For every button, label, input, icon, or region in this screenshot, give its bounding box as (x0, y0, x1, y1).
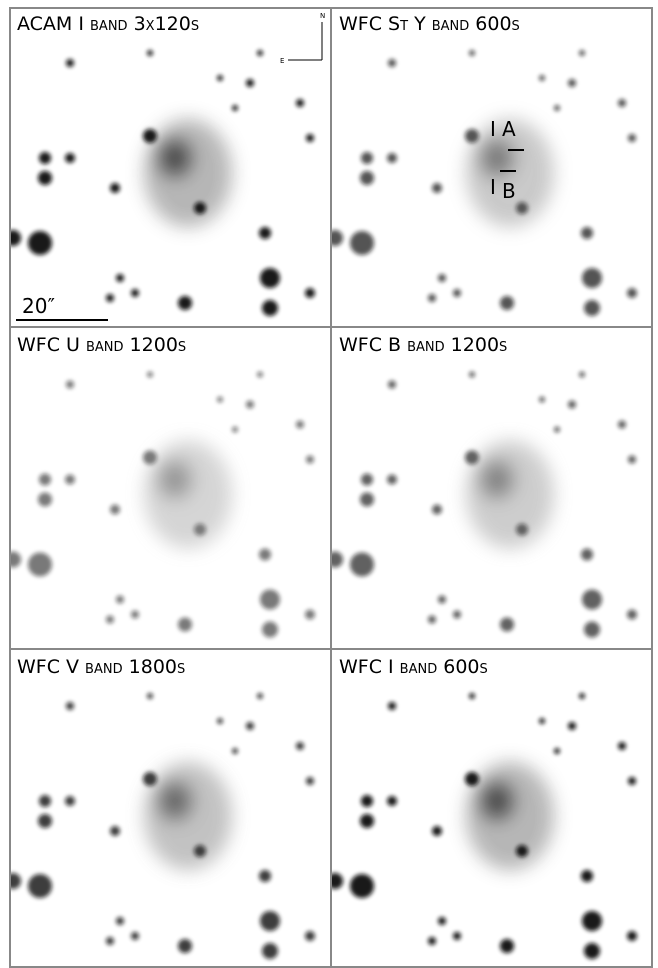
image (5, 693, 315, 959)
compass-east: E (280, 57, 284, 65)
panel-3: WFC U band 1200s (5, 334, 315, 638)
panel-5: WFC V band 1800s (5, 656, 315, 959)
panel-6: WFC I band 600s (327, 656, 637, 959)
image (5, 50, 315, 316)
panel-label: WFC I band 600s (339, 656, 488, 678)
annotation: B (502, 179, 516, 203)
panel-label: ACAM I band 3x120s (17, 13, 199, 35)
annotation: I (490, 117, 496, 141)
panel-borders (9, 7, 653, 968)
panel-label: WFC V band 1800s (17, 656, 185, 678)
image (327, 372, 637, 638)
image (327, 693, 637, 959)
panel-1: ACAM I band 3x120s N E 20″ (5, 12, 325, 321)
scale-bar-label: 20″ (22, 294, 55, 318)
image (327, 50, 637, 316)
panel-label: WFC U band 1200s (17, 334, 186, 356)
annotation: A (502, 117, 516, 141)
compass-north: N (320, 12, 325, 20)
annotation: I (490, 175, 496, 199)
panel-2: WFC St Y band 600s I A I B (327, 13, 637, 316)
image (5, 372, 315, 638)
panel-label: WFC B band 1200s (339, 334, 507, 356)
panel-label: WFC St Y band 600s (339, 13, 520, 35)
panel-4: WFC B band 1200s (327, 334, 637, 638)
